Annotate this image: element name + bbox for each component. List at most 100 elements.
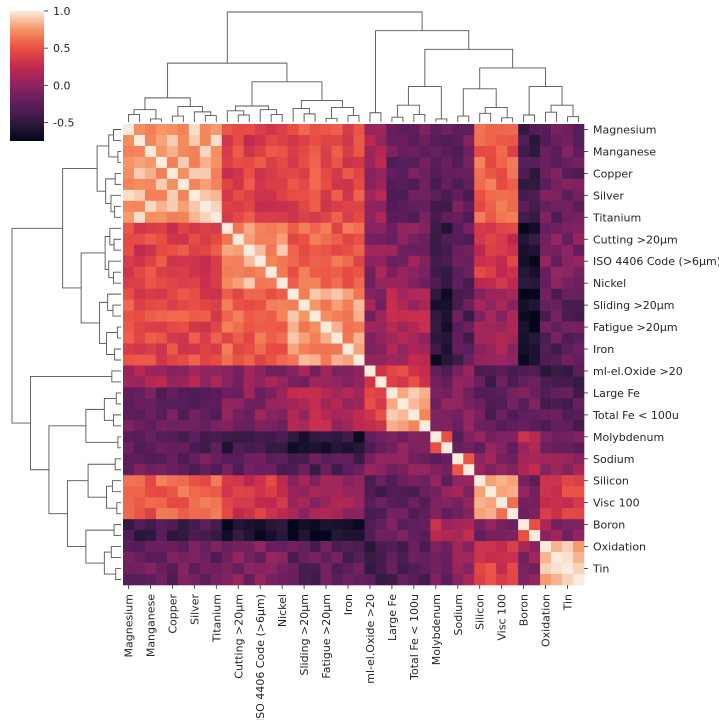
dendrogram-branch [391, 116, 404, 122]
heatmap-cell [474, 167, 486, 180]
heatmap-cell [243, 200, 256, 213]
heatmap-cell [243, 354, 256, 366]
heatmap-cell [254, 332, 266, 344]
heatmap-cell [562, 398, 574, 410]
col-tick-label: Tin [562, 594, 575, 611]
heatmap-cell [320, 453, 332, 465]
heatmap-cell [353, 299, 365, 311]
heatmap-cell [155, 420, 168, 432]
row-tick-label: Total Fe < 100u [592, 409, 679, 422]
heatmap-cell [210, 475, 223, 487]
heatmap-cell [463, 266, 475, 278]
heatmap-cell [155, 332, 168, 344]
heatmap-cell [243, 475, 256, 487]
heatmap-cell [265, 343, 277, 355]
heatmap-cell [397, 486, 409, 498]
heatmap-cell [529, 541, 541, 553]
heatmap-cell [210, 167, 223, 180]
heatmap-cell [144, 541, 157, 553]
heatmap-cell [430, 519, 442, 531]
heatmap-cell [221, 211, 234, 224]
heatmap-cell [474, 453, 486, 465]
heatmap-cell [133, 332, 146, 344]
heatmap-cell [364, 255, 376, 267]
heatmap-cell [188, 387, 201, 399]
heatmap-cell [507, 508, 519, 520]
heatmap-cell [474, 222, 486, 235]
heatmap-cell [177, 431, 190, 443]
heatmap-cell [243, 398, 256, 410]
heatmap-cell [419, 398, 431, 410]
heatmap-cell [144, 167, 157, 180]
dendrogram-branch [11, 227, 63, 424]
heatmap-cell [474, 310, 486, 322]
heatmap-cell [573, 365, 585, 377]
heatmap-cell [123, 464, 135, 476]
heatmap-cell [298, 398, 310, 410]
heatmap-cell [287, 464, 299, 476]
heatmap-cell [265, 310, 277, 322]
heatmap-cell [177, 233, 190, 246]
heatmap-cell [254, 398, 266, 410]
heatmap-cell [232, 134, 245, 147]
heatmap-cell [485, 299, 497, 311]
heatmap-cell [166, 453, 179, 465]
heatmap-cell [342, 530, 354, 542]
heatmap-cell [342, 431, 354, 443]
heatmap-cell [474, 233, 486, 246]
dendrogram-branch [462, 88, 497, 117]
heatmap-cell [474, 508, 486, 520]
dendrogram-branch [116, 502, 121, 515]
heatmap-cell [276, 211, 288, 224]
heatmap-cell [562, 266, 574, 278]
heatmap-cell [199, 365, 212, 377]
heatmap-cell [254, 178, 266, 191]
col-tick-label: Manganese [144, 594, 157, 657]
heatmap-cell [551, 233, 563, 246]
heatmap-cell [133, 552, 146, 564]
heatmap-cell [375, 266, 387, 278]
heatmap-cell [496, 211, 508, 224]
heatmap-cell [342, 420, 354, 432]
heatmap-cell [188, 530, 201, 542]
heatmap-cell [474, 200, 486, 213]
heatmap-cell [320, 310, 332, 322]
heatmap-cell [232, 233, 245, 246]
heatmap-cell [210, 486, 223, 498]
heatmap-cell [485, 145, 497, 158]
heatmap-cell [375, 167, 387, 180]
heatmap-cell [320, 508, 332, 520]
heatmap-cell [144, 486, 157, 498]
heatmap-cell [364, 563, 376, 575]
heatmap-cell [441, 288, 453, 300]
col-tick-label: Copper [166, 594, 179, 634]
heatmap-cell [463, 189, 475, 202]
heatmap-cell [375, 530, 387, 542]
heatmap-cell [375, 387, 387, 399]
heatmap-cell [419, 497, 431, 509]
heatmap-cell [199, 530, 212, 542]
heatmap-cell [507, 189, 519, 202]
heatmap-cell [254, 277, 266, 289]
heatmap-cell [221, 376, 234, 388]
heatmap-cell [298, 167, 310, 180]
heatmap-cell [221, 365, 234, 377]
heatmap-cell [408, 442, 420, 454]
heatmap-cell [276, 354, 288, 366]
heatmap-cell [232, 189, 245, 202]
heatmap-cell [254, 420, 266, 432]
heatmap-cell [386, 222, 398, 235]
heatmap-cell [210, 255, 223, 267]
heatmap-cell [265, 453, 277, 465]
heatmap-cell [408, 563, 420, 575]
heatmap-cell [364, 266, 376, 278]
heatmap-cell [133, 134, 146, 147]
heatmap-cell [276, 464, 288, 476]
heatmap-cell [188, 541, 201, 553]
heatmap-cell [221, 233, 234, 246]
heatmap-cell [419, 431, 431, 443]
heatmap-cell [298, 464, 310, 476]
heatmap-cell [265, 519, 277, 531]
heatmap-cell [375, 156, 387, 169]
heatmap-cell [320, 167, 332, 180]
